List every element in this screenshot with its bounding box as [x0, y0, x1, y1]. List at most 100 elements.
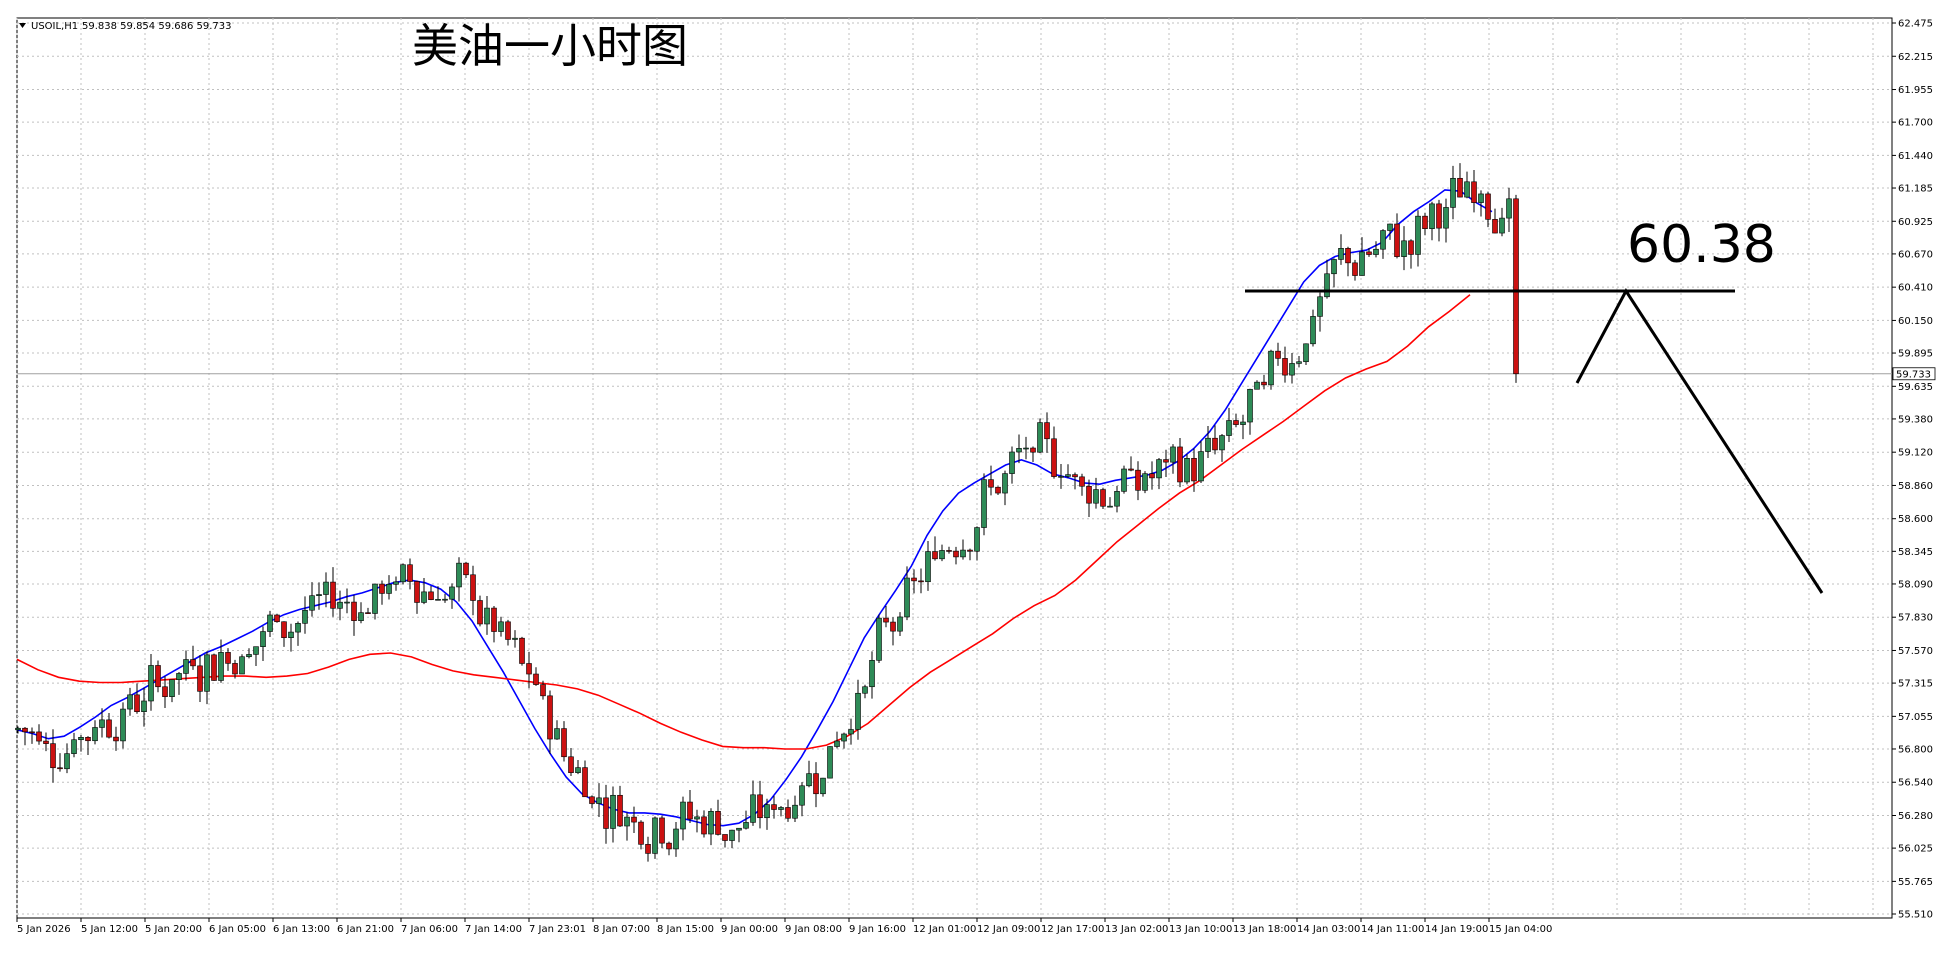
candle-body [190, 659, 196, 667]
candle-body [799, 785, 805, 806]
y-tick-label: 59.895 [1898, 349, 1933, 360]
candle-body [253, 646, 259, 655]
candle-body [1485, 193, 1491, 220]
y-axis: 62.475 62.215 61.955 61.700 61.440 61.185 60.9… [1892, 19, 1936, 921]
candle-body [1142, 473, 1148, 491]
candle-body [1331, 259, 1337, 275]
candle-body [379, 583, 385, 594]
candle-body [771, 804, 777, 810]
candle-body [1254, 381, 1260, 390]
candle-body [715, 811, 721, 835]
x-tick-label: 7 Jan 23:01 [529, 924, 586, 935]
candle-body [953, 550, 959, 558]
candle-body [64, 753, 70, 770]
candle-body [204, 654, 210, 692]
candle-body [652, 817, 658, 854]
candle-body [974, 527, 980, 552]
ohlc-values: 59.838 59.854 59.686 59.733 [82, 21, 232, 32]
candle-body [1212, 437, 1218, 451]
candle-body [1317, 296, 1323, 317]
dropdown-triangle-icon[interactable] [19, 23, 26, 28]
candle-body [785, 807, 791, 819]
candle-body [218, 652, 224, 681]
plot-frame [16, 17, 1893, 919]
x-tick-label: 13 Jan 02:00 [1105, 924, 1168, 935]
x-tick-label: 12 Jan 01:00 [913, 924, 976, 935]
x-axis: 5 Jan 2026 5 Jan 12:00 5 Jan 20:00 6 Jan 05… [16, 918, 1552, 935]
y-tick-label: 60.150 [1898, 316, 1933, 327]
y-tick-label: 61.700 [1898, 118, 1933, 129]
candle-body [386, 584, 392, 594]
candle-body [1086, 485, 1092, 504]
candle-body [1310, 316, 1316, 345]
candle-body [15, 727, 21, 731]
y-tick-label: 55.765 [1898, 877, 1933, 888]
candle-body [862, 686, 868, 694]
x-tick-label: 6 Jan 13:00 [273, 924, 330, 935]
candle-body [1002, 473, 1008, 494]
candle-body [1128, 468, 1134, 471]
resistance-value-label: 60.38 [1627, 215, 1776, 275]
candle-body [407, 564, 413, 582]
candle-body [1240, 421, 1246, 425]
x-tick-label: 9 Jan 08:00 [785, 924, 842, 935]
candle-body [1436, 203, 1442, 229]
candle-body [561, 728, 567, 758]
candle-body [78, 737, 84, 741]
candle-body [848, 729, 854, 735]
y-tick-label: 58.090 [1898, 579, 1933, 590]
y-tick-label: 58.600 [1898, 514, 1933, 525]
candle-body [477, 600, 483, 625]
y-tick-label: 57.830 [1898, 613, 1933, 624]
candle-body [659, 817, 665, 844]
candle-body [827, 746, 833, 779]
candle-body [1233, 420, 1239, 425]
x-tick-label: 15 Jan 04:00 [1489, 924, 1552, 935]
candle-body [1492, 219, 1498, 234]
candle-body [1352, 262, 1358, 276]
candle-body [792, 804, 798, 819]
candle-body [281, 621, 287, 638]
candle-body [967, 549, 973, 552]
candle-body [701, 816, 707, 835]
candle-body [1401, 240, 1407, 257]
x-tick-label: 7 Jan 06:00 [401, 924, 458, 935]
candle-body [1226, 420, 1232, 436]
candle-body [610, 794, 616, 829]
candle-body [1338, 248, 1344, 260]
candle-body [428, 591, 434, 600]
candle-body [29, 731, 35, 734]
candle-body [120, 708, 126, 742]
candle-body [1072, 474, 1078, 478]
candle-body [540, 684, 546, 697]
candle-body [1009, 451, 1015, 474]
candle-body [71, 739, 77, 754]
candle-body [897, 616, 903, 632]
candle-body [1044, 422, 1050, 440]
candle-body [1450, 177, 1456, 208]
candle-body [1506, 198, 1512, 219]
candle-body [729, 829, 735, 841]
candle-body [960, 549, 966, 558]
candle-body [463, 562, 469, 576]
candle-body [330, 581, 336, 609]
candle-body [239, 656, 245, 675]
x-tick-label: 6 Jan 21:00 [337, 924, 394, 935]
y-tick-label: 59.120 [1898, 448, 1933, 459]
y-tick-label: 57.315 [1898, 679, 1933, 690]
candle-body [43, 740, 49, 744]
candle-body [1037, 422, 1043, 453]
candle-body [1065, 474, 1071, 477]
y-tick-label: 56.280 [1898, 811, 1933, 822]
candle-body [1457, 177, 1463, 198]
x-tick-label: 14 Jan 19:00 [1425, 924, 1488, 935]
chart-header: USOIL,H1 59.838 59.854 59.686 59.733 [19, 21, 232, 32]
y-tick-label: 60.410 [1898, 283, 1933, 294]
candle-body [1324, 273, 1330, 298]
candle-body [582, 767, 588, 798]
candle-body [288, 631, 294, 638]
candle-body [1261, 381, 1267, 386]
candle-body [1184, 458, 1190, 483]
candle-body [1163, 459, 1169, 463]
candle-body [638, 821, 644, 845]
